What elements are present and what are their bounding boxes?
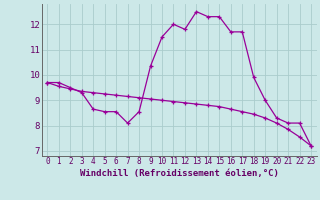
X-axis label: Windchill (Refroidissement éolien,°C): Windchill (Refroidissement éolien,°C) — [80, 169, 279, 178]
